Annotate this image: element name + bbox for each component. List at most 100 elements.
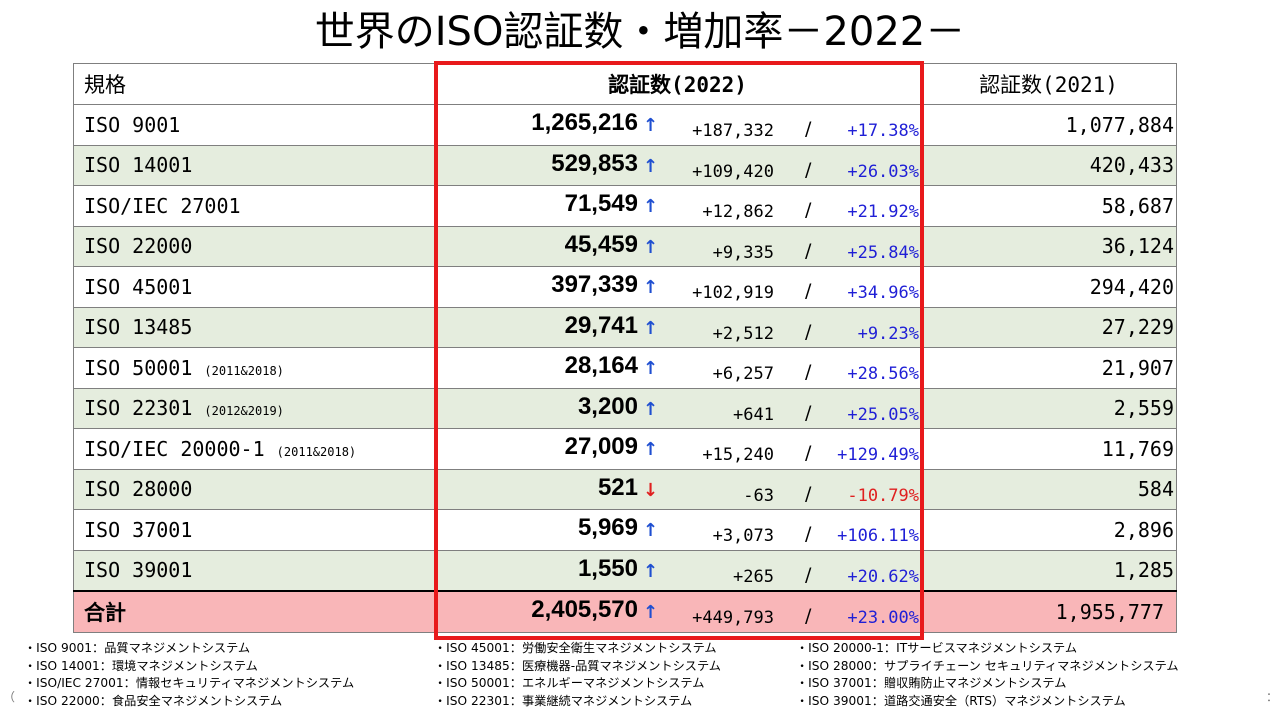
header-count-2021: 認証数(2021) bbox=[920, 63, 1177, 105]
arrow-down-icon: ↓ bbox=[643, 479, 659, 501]
standard-name: ISO 13485 bbox=[84, 315, 193, 340]
legend-item: ・ISO 14001：環境マネジメントシステム bbox=[24, 658, 258, 673]
increase-value: +102,919 bbox=[692, 283, 774, 303]
increase-value: -63 bbox=[743, 485, 774, 506]
separator-slash: / bbox=[805, 563, 812, 586]
count-2022-value: 521 bbox=[597, 473, 638, 501]
standard-name: ISO 22301 bbox=[84, 396, 193, 421]
separator-slash: / bbox=[805, 199, 812, 221]
standard-version-note: (2011&2018) bbox=[204, 363, 284, 378]
arrow-up-icon: ↑ bbox=[643, 236, 659, 258]
count-2021-cell: 27,229 bbox=[920, 306, 1177, 348]
count-2022-value: 71,549 bbox=[564, 190, 638, 217]
standard-name: ISO 37001 bbox=[84, 517, 193, 542]
separator-slash: / bbox=[805, 118, 812, 140]
count-2022-cell: 397,339 ↑ +102,919 / +34.96% bbox=[434, 266, 921, 308]
table-row: ISO 28000 521 ↓ -63 / -10.79% 584 bbox=[73, 468, 1177, 510]
table-row: ISO 22301 (2012&2019) 3,200 ↑ +641 / +25.05% 2… bbox=[73, 387, 1177, 429]
standard-name: 合計 bbox=[84, 601, 126, 625]
count-2022-cell: 28,164 ↑ +6,257 / +28.56% bbox=[434, 347, 921, 389]
legend-item: ・ISO 22301：事業継続マネジメントシステム bbox=[434, 693, 693, 708]
count-2022-value: 1,265,216 bbox=[531, 109, 638, 136]
increase-value: +9,335 bbox=[712, 242, 774, 263]
arrow-up-icon: ↑ bbox=[643, 317, 659, 339]
table-row: ISO 14001 529,853 ↑ +109,420 / +26.03% 420,433 bbox=[73, 144, 1177, 186]
growth-rate: +28.56% bbox=[847, 364, 919, 384]
count-2021-cell: 36,124 bbox=[920, 225, 1177, 267]
arrow-up-icon: ↑ bbox=[643, 277, 659, 298]
arrow-up-icon: ↑ bbox=[643, 520, 659, 541]
count-2022-value: 27,009 bbox=[564, 433, 638, 460]
count-2021-cell: 2,559 bbox=[920, 387, 1177, 429]
table-row: ISO 9001 1,265,216 ↑ +187,332 / +17.38% 1,077,… bbox=[73, 104, 1177, 146]
count-2022-value: 2,405,570 bbox=[531, 596, 638, 623]
increase-value: +109,420 bbox=[692, 161, 774, 182]
count-2021-cell: 1,955,777 bbox=[920, 590, 1177, 633]
growth-rate: +17.38% bbox=[847, 121, 919, 141]
count-2021-cell: 58,687 bbox=[920, 185, 1177, 227]
growth-rate: +21.92% bbox=[847, 202, 919, 222]
count-2021-cell: 21,907 bbox=[920, 347, 1177, 389]
table-row: ISO 39001 1,550 ↑ +265 / +20.62% 1,285 bbox=[73, 549, 1177, 592]
standard-name: ISO/IEC 27001 bbox=[84, 193, 241, 218]
standard-name: ISO 28000 bbox=[84, 477, 193, 502]
legend-item: ・ISO 45001：労働安全衛生マネジメントシステム bbox=[434, 641, 717, 655]
legend-item: ・ISO 20000-1：ITサービスマネジメントシステム bbox=[796, 641, 1078, 655]
standard-name: ISO/IEC 20000-1 bbox=[84, 436, 265, 461]
arrow-up-icon: ↑ bbox=[643, 439, 659, 460]
count-2022-cell: 27,009 ↑ +15,240 / +129.49% bbox=[434, 428, 921, 470]
table-row: ISO 50001 (2011&2018) 28,164 ↑ +6,257 / +28.5… bbox=[73, 347, 1177, 389]
increase-value: +641 bbox=[733, 404, 774, 425]
growth-rate: +23.00% bbox=[847, 608, 919, 628]
count-2021-cell: 2,896 bbox=[920, 509, 1177, 551]
standard-cell: ISO 45001 bbox=[73, 266, 435, 308]
count-2021-cell: 11,769 bbox=[920, 428, 1177, 470]
edge-mark-right: ： bbox=[1266, 690, 1279, 704]
growth-rate: +34.96% bbox=[847, 283, 919, 303]
count-2022-cell: 29,741 ↑ +2,512 / +9.23% bbox=[434, 306, 921, 348]
table-row: ISO 37001 5,969 ↑ +3,073 / +106.11% 2,896 bbox=[73, 509, 1177, 551]
arrow-up-icon: ↑ bbox=[643, 155, 659, 177]
standard-cell: ISO 28000 bbox=[73, 468, 435, 510]
standard-cell: ISO 39001 bbox=[73, 549, 435, 592]
count-2022-cell: 1,265,216 ↑ +187,332 / +17.38% bbox=[434, 104, 921, 146]
increase-value: +15,240 bbox=[702, 445, 774, 465]
standard-cell: 合計 bbox=[73, 590, 435, 633]
edge-mark-left: （ bbox=[3, 690, 16, 704]
growth-rate: +25.84% bbox=[847, 242, 919, 263]
separator-slash: / bbox=[805, 361, 812, 383]
growth-rate: +20.62% bbox=[847, 566, 919, 587]
standard-cell: ISO 9001 bbox=[73, 104, 435, 146]
count-2022-cell: 3,200 ↑ +641 / +25.05% bbox=[434, 387, 921, 429]
table-row: ISO 22000 45,459 ↑ +9,335 / +25.84% 36,124 bbox=[73, 225, 1177, 267]
table-row: ISO 13485 29,741 ↑ +2,512 / +9.23% 27,229 bbox=[73, 306, 1177, 348]
standard-name: ISO 39001 bbox=[84, 558, 193, 583]
table-header-row: 規格 認証数(2022) 認証数(2021) bbox=[73, 63, 1177, 105]
standard-cell: ISO 50001 (2011&2018) bbox=[73, 347, 435, 389]
count-2022-value: 28,164 bbox=[564, 352, 638, 379]
growth-rate: +26.03% bbox=[847, 161, 919, 182]
count-2022-value: 529,853 bbox=[551, 149, 638, 177]
legend-item: ・ISO 37001：贈収賄防止マネジメントシステム bbox=[796, 676, 1067, 690]
separator-slash: / bbox=[805, 523, 812, 545]
count-2022-value: 3,200 bbox=[577, 392, 638, 420]
iso-certification-table: 規格 認証数(2022) 認証数(2021) ISO 9001 1,265,216… bbox=[73, 63, 1177, 633]
separator-slash: / bbox=[805, 239, 812, 262]
standard-cell: ISO 22000 bbox=[73, 225, 435, 267]
separator-slash: / bbox=[805, 158, 812, 181]
count-2022-value: 45,459 bbox=[564, 230, 638, 258]
legend-column-2: ・ISO 45001：労働安全衛生マネジメントシステム ・ISO 13485：医… bbox=[434, 640, 721, 710]
header-standard: 規格 bbox=[73, 63, 435, 105]
standard-cell: ISO/IEC 27001 bbox=[73, 185, 435, 227]
legend-item: ・ISO/IEC 27001：情報セキュリティマネジメントシステム bbox=[24, 676, 355, 690]
increase-value: +2,512 bbox=[712, 323, 774, 344]
legend-column-1: ・ISO 9001：品質マネジメントシステム ・ISO 14001：環境マネジメ… bbox=[24, 640, 354, 710]
standard-name: ISO 9001 bbox=[84, 112, 181, 137]
legend-item: ・ISO 28000：サプライチェーン セキュリティマネジメントシステム bbox=[796, 658, 1179, 673]
increase-value: +12,862 bbox=[702, 202, 774, 222]
separator-slash: / bbox=[805, 442, 812, 464]
count-2021-cell: 1,077,884 bbox=[920, 104, 1177, 146]
legend-column-3: ・ISO 20000-1：ITサービスマネジメントシステム ・ISO 28000… bbox=[796, 640, 1179, 710]
count-2022-value: 1,550 bbox=[577, 554, 638, 582]
increase-value: +6,257 bbox=[712, 364, 774, 384]
